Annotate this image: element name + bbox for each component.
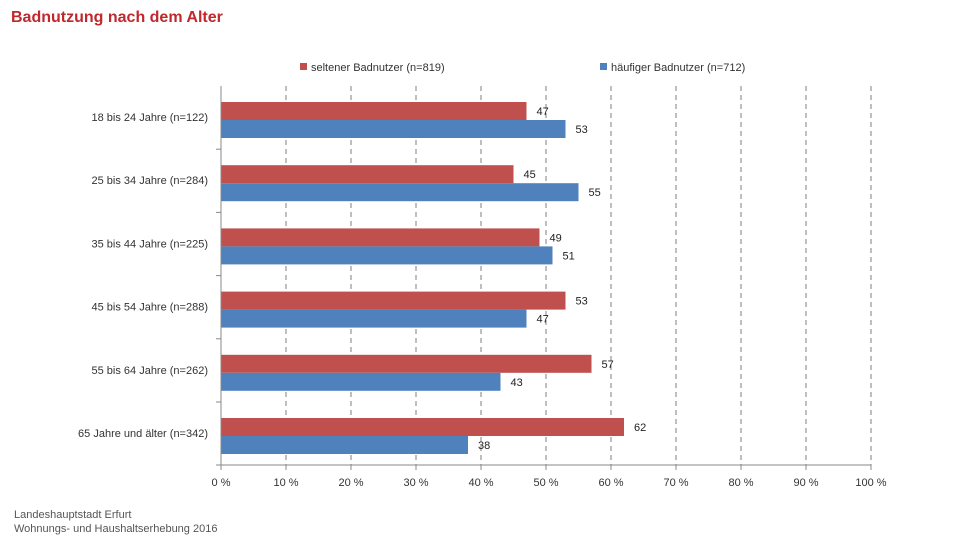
- data-label: 38: [478, 440, 490, 452]
- bar: [221, 165, 514, 184]
- category-label: 35 bis 44 Jahre (n=225): [92, 238, 209, 250]
- data-label: 62: [634, 422, 646, 434]
- x-tick-label: 60 %: [598, 477, 623, 489]
- data-label: 57: [602, 359, 614, 371]
- bar: [221, 291, 566, 310]
- bar: [221, 354, 592, 373]
- source-line-1: Landeshauptstadt Erfurt: [14, 509, 132, 521]
- axes: 0 % 10 % 20 % 30 % 40 % 50 % 60 % 70 % 80 % 90 % 1…: [78, 86, 887, 489]
- data-label: 45: [524, 169, 536, 181]
- gridlines: [285, 86, 872, 465]
- data-label: 53: [576, 124, 588, 136]
- x-tick-label: 10 %: [273, 477, 298, 489]
- data-label: 47: [537, 106, 549, 118]
- legend-swatch: [600, 63, 607, 70]
- x-tick-label: 40 %: [468, 477, 493, 489]
- bar: [221, 418, 624, 436]
- bar: [221, 228, 540, 247]
- x-tick-label: 90 %: [793, 477, 818, 489]
- legend: seltener Badnutzer (n=819) häufiger Badnu…: [300, 62, 745, 74]
- x-tick-label: 0 %: [212, 477, 231, 489]
- x-tick-label: 50 %: [533, 477, 558, 489]
- bar: [221, 102, 527, 120]
- data-label: 55: [589, 187, 601, 199]
- data-label: 51: [563, 250, 575, 262]
- bars: [221, 102, 624, 454]
- source-line-2: Wohnungs- und Haushaltserhebung 2016: [14, 523, 218, 535]
- bar: [221, 246, 553, 265]
- category-label: 55 bis 64 Jahre (n=262): [92, 365, 209, 377]
- data-label: 49: [550, 232, 562, 244]
- x-tick-label: 100 %: [855, 477, 886, 489]
- bar: [221, 436, 468, 454]
- legend-label: seltener Badnutzer (n=819): [311, 62, 445, 74]
- x-tick-label: 80 %: [728, 477, 753, 489]
- x-tick-label: 20 %: [338, 477, 363, 489]
- source-note: Landeshauptstadt Erfurt Wohnungs- und Ha…: [14, 508, 217, 536]
- data-label: 43: [511, 377, 523, 389]
- bar: [221, 183, 579, 202]
- category-label: 65 Jahre und älter (n=342): [78, 428, 208, 440]
- chart-title: Badnutzung nach dem Alter: [11, 9, 223, 26]
- data-label: 53: [576, 296, 588, 308]
- bar: [221, 309, 527, 328]
- category-label: 25 bis 34 Jahre (n=284): [92, 175, 209, 187]
- legend-swatch: [300, 63, 307, 70]
- category-label: 45 bis 54 Jahre (n=288): [92, 302, 209, 314]
- bar: [221, 120, 566, 138]
- bar: [221, 372, 501, 391]
- data-label: 47: [537, 314, 549, 326]
- x-tick-label: 70 %: [663, 477, 688, 489]
- category-label: 18 bis 24 Jahre (n=122): [92, 112, 209, 124]
- legend-label: häufiger Badnutzer (n=712): [611, 62, 745, 74]
- x-tick-label: 30 %: [403, 477, 428, 489]
